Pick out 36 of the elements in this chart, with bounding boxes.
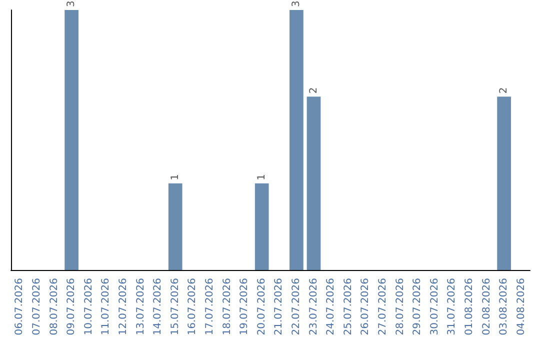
data-label: 2	[498, 87, 510, 94]
x-tick-label: 06.07.2026	[14, 278, 26, 336]
data-label: 3	[290, 0, 302, 7]
x-tick-label: 19.07.2026	[239, 278, 250, 336]
x-tick-label: 02.08.2026	[481, 278, 492, 336]
x-tick-label: 16.07.2026	[187, 278, 198, 336]
x-tick-label: 03.08.2026	[498, 278, 510, 336]
x-tick-label: 11.07.2026	[100, 278, 112, 336]
x-tick-label: 28.07.2026	[394, 278, 406, 336]
x-tick-label: 08.07.2026	[48, 278, 60, 336]
x-tick-label: 25.07.2026	[342, 278, 354, 336]
x-tick-label: 17.07.2026	[204, 278, 216, 336]
x-tick-label: 01.08.2026	[464, 278, 475, 336]
x-tick-label: 27.07.2026	[377, 278, 388, 336]
x-tick-label: 14.07.2026	[152, 278, 164, 336]
x-tick-label: 31.07.2026	[446, 278, 458, 336]
x-tick-label: 09.07.2026	[66, 278, 78, 336]
data-label: 3	[66, 0, 78, 7]
x-tick-label: 23.07.2026	[308, 278, 320, 336]
x-tick-label: 10.07.2026	[83, 278, 94, 336]
x-tick-label: 21.07.2026	[274, 278, 285, 336]
x-tick-label: 26.07.2026	[360, 278, 372, 336]
x-tick-label: 07.07.2026	[31, 278, 42, 336]
x-tick-label: 15.07.2026	[170, 278, 181, 336]
x-tick-label: 13.07.2026	[135, 278, 146, 336]
x-tick-label: 22.07.2026	[290, 278, 302, 336]
data-label: 1	[170, 174, 181, 180]
x-tick-label: 20.07.2026	[256, 278, 268, 336]
x-tick-label: 12.07.2026	[118, 278, 129, 336]
x-tick-label: 29.07.2026	[412, 278, 424, 336]
x-tick-label: 04.08.2026	[516, 278, 527, 336]
x-tick-label: 30.07.2026	[429, 278, 440, 336]
x-tick-label: 24.07.2026	[326, 278, 337, 336]
data-label: 2	[308, 87, 320, 94]
x-tick-label: 18.07.2026	[222, 278, 233, 336]
data-label: 1	[256, 174, 268, 180]
